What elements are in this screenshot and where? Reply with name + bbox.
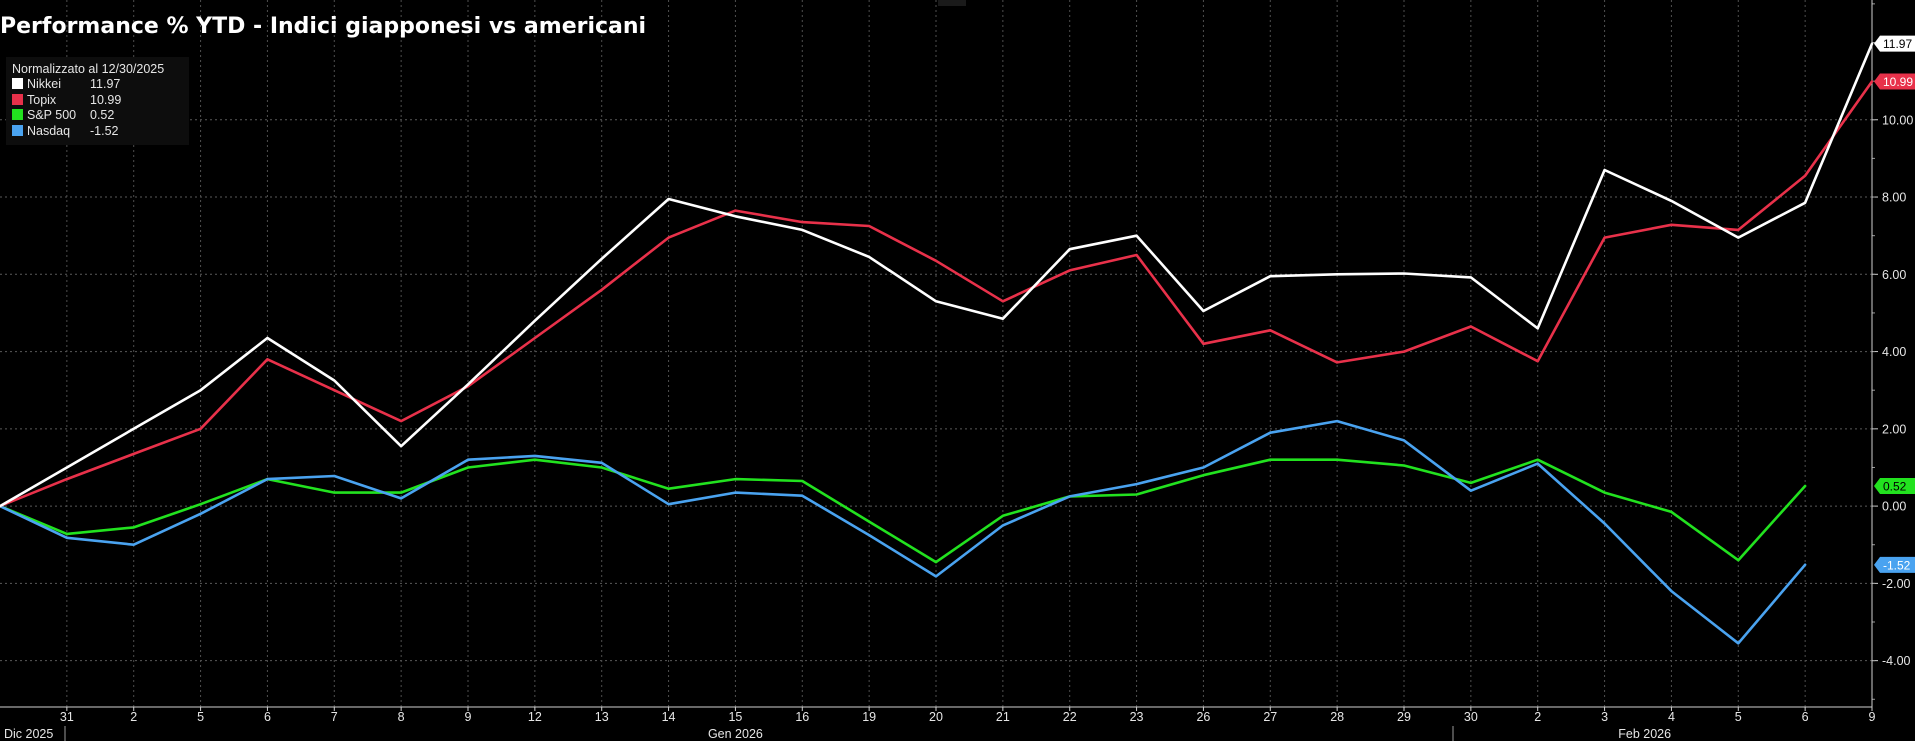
x-tick-label: 9 bbox=[465, 710, 472, 724]
x-tick-label: 6 bbox=[1802, 710, 1809, 724]
x-tick-label: 2 bbox=[130, 710, 137, 724]
legend-value: -1.52 bbox=[90, 123, 119, 138]
y-tick-label: 0.00 bbox=[1882, 500, 1906, 514]
x-tick-label: 22 bbox=[1063, 710, 1077, 724]
x-tick-label: 5 bbox=[197, 710, 204, 724]
series-line-nikkei bbox=[0, 42, 1874, 508]
x-tick-label: 31 bbox=[60, 710, 74, 724]
x-tick-label: 7 bbox=[331, 710, 338, 724]
last-value-badge bbox=[1874, 73, 1915, 90]
x-tick-label: 20 bbox=[929, 710, 943, 724]
last-value-label: -1.52 bbox=[1883, 558, 1911, 572]
x-tick-label: 8 bbox=[398, 710, 405, 724]
legend-swatch bbox=[12, 109, 23, 120]
x-tick-label: 4 bbox=[1668, 710, 1675, 724]
legend-value: 11.97 bbox=[90, 77, 121, 91]
x-tick-label: 9 bbox=[1869, 710, 1876, 724]
series-line-sp500 bbox=[0, 458, 1807, 564]
last-value-badge bbox=[1874, 556, 1915, 573]
last-value-tag: 10.99 bbox=[1874, 73, 1915, 90]
x-axis-labels: 31 2 5 6 7 8 9 12 13 14 15 16 19 20 21 22 23 26 27 28 29 30 2 3… bbox=[4, 710, 1876, 741]
x-tick-label: 27 bbox=[1263, 710, 1277, 724]
x-tick-label: 29 bbox=[1397, 710, 1411, 724]
y-tick-label: 6.00 bbox=[1882, 268, 1906, 282]
legend-value: 0.52 bbox=[90, 108, 115, 122]
y-axis-labels: -4.00 -2.00 0.00 2.00 4.00 6.00 8.00 10.00 11.97… bbox=[1874, 35, 1915, 668]
toolbar-handle[interactable] bbox=[938, 0, 966, 6]
legend-label: Nasdaq bbox=[27, 123, 71, 138]
chart-title: Performance % YTD - Indici giapponesi vs… bbox=[0, 14, 647, 39]
x-tick-label: 19 bbox=[862, 710, 876, 724]
x-tick-label: 15 bbox=[728, 710, 742, 724]
x-tick-label: 6 bbox=[264, 710, 271, 724]
x-tick-label: 3 bbox=[1601, 710, 1608, 724]
legend-swatch bbox=[12, 124, 23, 136]
last-value-badge bbox=[1874, 35, 1915, 52]
y-tick-label: 4.00 bbox=[1882, 345, 1906, 359]
month-label: Dic 2025 bbox=[4, 727, 53, 741]
x-tick-label: 21 bbox=[996, 710, 1010, 724]
series-line-topix bbox=[0, 80, 1874, 508]
last-value-badge bbox=[1874, 478, 1915, 495]
grid-lines bbox=[0, 0, 1873, 707]
legend-note: Normalizzato al 12/30/2025 bbox=[12, 62, 165, 76]
last-value-label: 0.52 bbox=[1883, 480, 1907, 494]
last-value-label: 10.99 bbox=[1883, 75, 1913, 89]
x-tick-label: 23 bbox=[1130, 710, 1144, 724]
y-tick-label: 10.00 bbox=[1882, 113, 1913, 127]
legend-item-nikkei: Nikkei 11.97 bbox=[12, 77, 189, 93]
legend-label: S&P 500 bbox=[27, 108, 77, 122]
x-tick-label: 14 bbox=[662, 710, 676, 724]
y-tick-label: -4.00 bbox=[1882, 654, 1911, 668]
y-tick-label: -2.00 bbox=[1882, 577, 1911, 591]
legend-item-topix: Topix 10.99 bbox=[12, 93, 189, 109]
x-tick-label: 26 bbox=[1196, 710, 1210, 724]
last-value-label: 11.97 bbox=[1883, 37, 1912, 51]
month-label: Gen 2026 bbox=[708, 727, 763, 741]
legend: Normalizzato al 12/30/2025 Nikkei 11.97 T… bbox=[6, 57, 189, 145]
month-label: Feb 2026 bbox=[1618, 727, 1671, 741]
x-tick-label: 2 bbox=[1534, 710, 1541, 724]
legend-item-sp500: S&P 500 0.52 bbox=[12, 108, 189, 124]
legend-label: Nikkei bbox=[27, 77, 62, 91]
x-tick-label: 28 bbox=[1330, 710, 1344, 724]
x-tick-label: 13 bbox=[595, 710, 609, 724]
legend-swatch bbox=[12, 93, 23, 105]
y-tick-label: 2.00 bbox=[1882, 422, 1906, 436]
last-value-tag: 11.97 bbox=[1874, 35, 1915, 52]
x-tick-label: 12 bbox=[528, 710, 542, 724]
y-tick-label: 8.00 bbox=[1882, 191, 1906, 205]
x-tick-label: 16 bbox=[795, 710, 809, 724]
series-line-nasdaq bbox=[0, 419, 1807, 645]
x-tick-label: 5 bbox=[1735, 710, 1742, 724]
x-tick-label: 30 bbox=[1464, 710, 1478, 724]
legend-value: 10.99 bbox=[90, 92, 122, 107]
last-value-tag: -1.52 bbox=[1874, 556, 1915, 573]
series-lines bbox=[0, 42, 1874, 645]
last-value-tag: 0.52 bbox=[1874, 478, 1915, 495]
legend-item-nasdaq: Nasdaq -1.52 bbox=[12, 124, 189, 140]
legend-swatch bbox=[12, 78, 23, 89]
legend-label: Topix bbox=[27, 92, 57, 107]
